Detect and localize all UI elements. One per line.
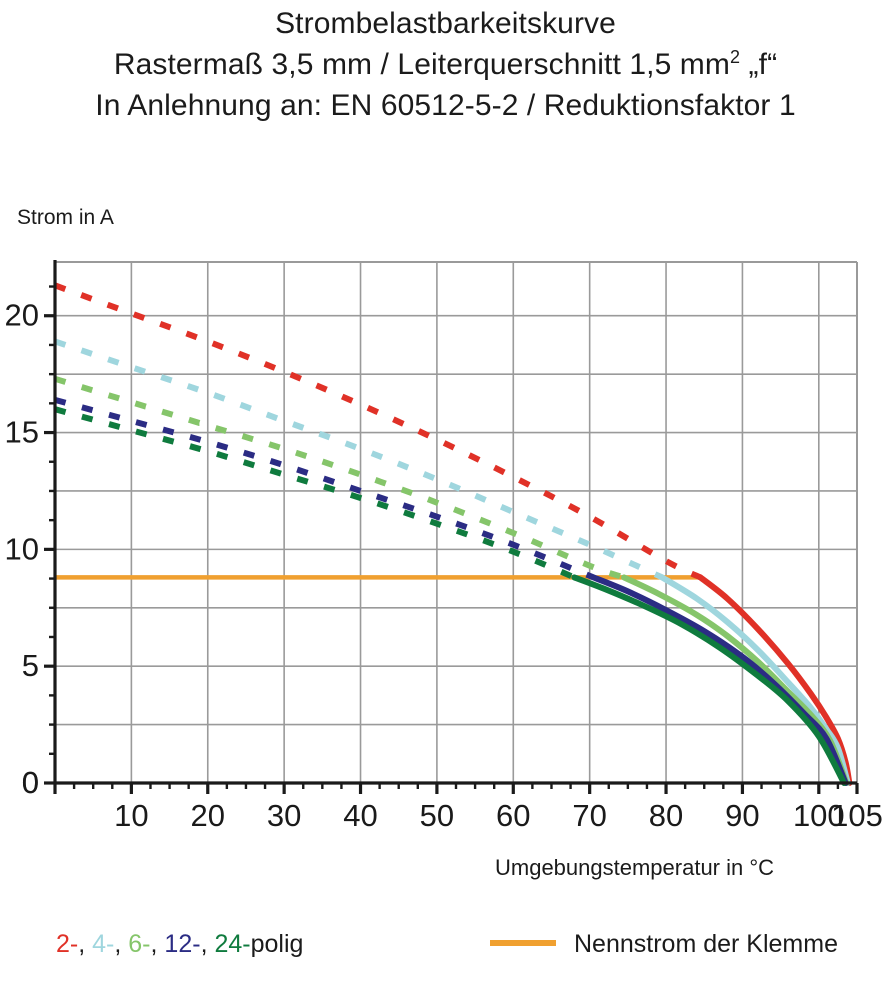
series-line-12-polig xyxy=(54,396,595,581)
legend-series-suffix: polig xyxy=(250,930,304,958)
x-tick-label: 60 xyxy=(496,798,530,833)
x-axis-ticks xyxy=(53,783,859,794)
legend-separator: , xyxy=(78,930,93,958)
x-tick-label: 40 xyxy=(343,798,377,833)
rated-current-swatch xyxy=(490,940,556,947)
x-axis-title: Umgebungstemperatur in °C xyxy=(495,855,775,880)
x-tick-label: 80 xyxy=(649,798,683,833)
solid-derating-group xyxy=(571,574,853,786)
derating-curve-12-polig xyxy=(590,574,849,786)
legend-pole-4: 4- xyxy=(92,930,115,958)
x-tick-label: 90 xyxy=(725,798,759,833)
y-tick-label: 5 xyxy=(22,648,39,683)
origin-zero-label: 0 xyxy=(22,765,39,800)
series-line-4-polig xyxy=(54,338,664,581)
legend-separator: , xyxy=(150,930,165,958)
x-tick-label: 30 xyxy=(267,798,301,833)
title-line-2-prefix: Rastermaß 3,5 mm / Leiterquerschnitt 1,5… xyxy=(113,48,730,81)
title-line-2: Rastermaß 3,5 mm / Leiterquerschnitt 1,5… xyxy=(0,44,891,85)
y-axis-ticks xyxy=(44,285,55,785)
title-line-3: In Anlehnung an: EN 60512-5-2 / Reduktio… xyxy=(95,89,796,122)
legend-pole-6: 6- xyxy=(128,930,151,958)
y-axis-tick-labels: 0 5 10 15 20 xyxy=(5,298,39,800)
chart-title: Strombelastbarkeitskurve Rastermaß 3,5 m… xyxy=(0,0,891,126)
legend-rated-current: Nennstrom der Klemme xyxy=(490,930,838,959)
y-tick-label: 15 xyxy=(5,415,39,450)
legend-rated-label: Nennstrom der Klemme xyxy=(574,930,838,958)
grid-lines xyxy=(55,261,857,783)
title-line-1: Strombelastbarkeitskurve xyxy=(275,7,616,40)
series-line-2-polig xyxy=(53,282,702,581)
title-line-2-superscript: 2 xyxy=(729,47,741,67)
y-tick-label: 0 xyxy=(22,765,39,800)
derating-curve-2-polig xyxy=(697,574,853,786)
derating-curve-4-polig xyxy=(659,574,851,786)
title-line-2-suffix: „f“ xyxy=(740,48,778,81)
x-tick-label: 10 xyxy=(114,798,148,833)
x-tick-label: 100 xyxy=(793,798,845,833)
dashed-series-group xyxy=(53,282,702,581)
x-tick-label: 70 xyxy=(572,798,606,833)
series-line-24-polig xyxy=(54,406,576,581)
legend-pole-24: 24- xyxy=(214,930,251,958)
legend-separator: , xyxy=(200,930,215,958)
series-line-6-polig xyxy=(54,375,626,581)
x-tick-label: 50 xyxy=(420,798,454,833)
derating-curve-24-polig xyxy=(571,574,848,786)
legend-separator: , xyxy=(114,930,129,958)
legend-pole-2: 2- xyxy=(56,930,79,958)
legend-series-poles: 2-, 4-, 6-, 12-, 24-polig xyxy=(56,930,303,959)
y-axis-title: Strom in A xyxy=(17,206,114,229)
y-tick-label: 10 xyxy=(5,531,39,566)
y-tick-label: 20 xyxy=(5,298,39,333)
x-tick-label: 20 xyxy=(191,798,225,833)
chart-legend: 2-, 4-, 6-, 12-, 24-polig Nennstrom der … xyxy=(0,930,891,978)
legend-pole-12: 12- xyxy=(164,930,201,958)
x-tick-label: 105 xyxy=(831,798,883,833)
